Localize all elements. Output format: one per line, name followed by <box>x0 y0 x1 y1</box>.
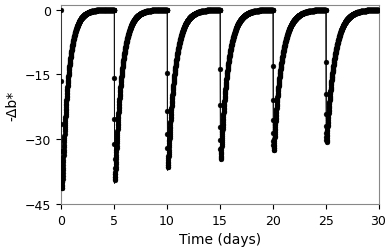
Y-axis label: -Δb*: -Δb* <box>5 90 20 120</box>
X-axis label: Time (days): Time (days) <box>179 233 261 246</box>
